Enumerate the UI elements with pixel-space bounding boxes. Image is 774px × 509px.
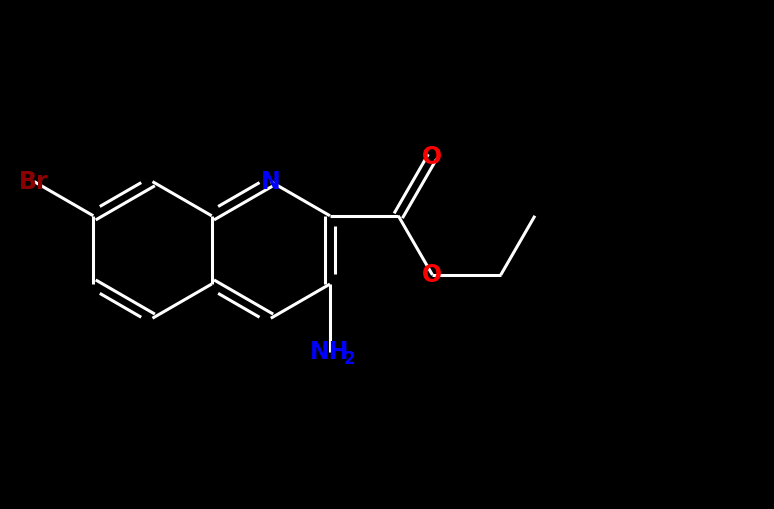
Text: O: O [423, 145, 443, 168]
Text: NH: NH [310, 341, 350, 364]
Text: 2: 2 [344, 350, 355, 367]
Text: O: O [423, 263, 443, 287]
Text: Br: Br [19, 169, 49, 193]
Text: N: N [261, 169, 281, 193]
